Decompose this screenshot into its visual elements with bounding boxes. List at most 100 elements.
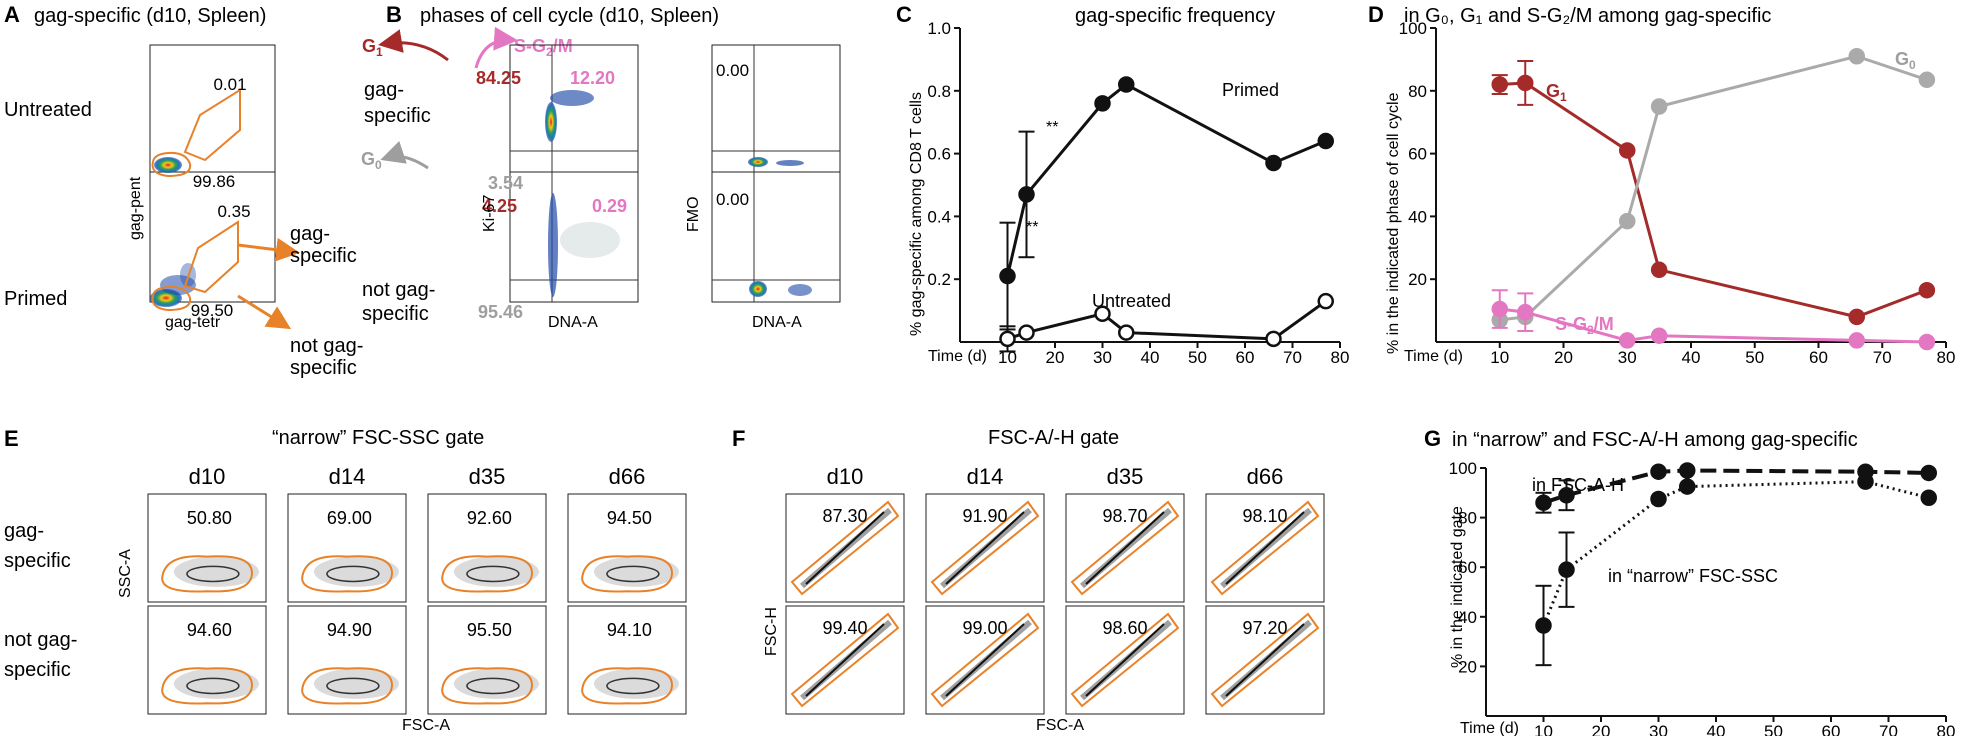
flow-plot-frame [287,493,407,603]
data-point [1848,48,1865,65]
data-point [1650,327,1668,344]
flow-plot-frame [147,493,267,603]
quadrant-value: 95.46 [478,302,523,322]
data-point [1679,462,1696,479]
axis-label-x: Time (d) [928,348,987,365]
row-label-specific: specific [4,659,71,681]
flow-plot-frame [427,605,547,715]
row-label-gag: gag- [364,79,404,101]
gate-value: 98.60 [1102,618,1147,638]
contour-core [326,565,380,583]
data-point [1491,76,1508,93]
label-specific: specific [290,245,357,267]
plot-a-primed-frame [149,171,276,303]
day-label: d10 [189,464,226,489]
axis-label-x: DNA-A [548,314,598,331]
panel-c: C gag-specific frequency % gag-specific … [896,2,1349,367]
gate-positive [183,88,241,162]
quadrant-value: 4.25 [482,196,517,216]
panel-d-title: in G₀, G₁ and S-G₂/M among gag-specific [1404,5,1771,27]
gate-fsc [930,612,1040,708]
gate-narrow [301,555,393,593]
flow-plot-frame [785,493,905,603]
data-point [1848,332,1865,349]
label-specific: specific [290,357,357,379]
day-label: d35 [1107,464,1144,489]
panel-c-letter: C [896,2,912,27]
panel-a-letter: A [4,2,20,27]
data-point [1317,292,1334,310]
y-tick-label: 100 [1399,19,1427,38]
axis-label-x: FSC-A [402,717,450,734]
x-tick-label: 20 [1046,348,1065,367]
panel-d: D in G₀, G₁ and S-G₂/M among gag-specifi… [1368,2,1955,367]
data-point [1619,332,1636,349]
data-point [1848,308,1865,326]
data-point [1650,490,1667,508]
panel-f-title: FSC-A/-H gate [988,427,1119,449]
plot-fmo-bottom-frame [711,171,841,303]
contour-core [606,565,660,583]
day-label: d66 [1247,464,1284,489]
diagonal-core [1225,623,1305,697]
x-tick-label: 30 [1093,348,1112,367]
gate-value: 0.35 [217,202,250,221]
gate-value: 99.00 [962,618,1007,638]
data-point [1491,300,1508,318]
diagonal-core [805,511,885,585]
arrow-g1 [378,29,449,62]
flow-plot-frame [785,605,905,715]
diagonal-core [1225,511,1305,585]
row-label-specific: specific [4,550,71,572]
series-label-narrow: in “narrow” FSC-SSC [1608,566,1778,586]
data-point [1650,463,1667,480]
data-point [1094,95,1111,112]
data-point [1558,487,1575,504]
panel-a: A gag-specific (d10, Spleen) Untreated P… [4,2,363,379]
data-point [1679,478,1696,495]
x-tick-label: 60 [1809,348,1828,367]
data-point [1558,561,1575,578]
data-point [1920,464,1937,482]
data-point [1918,71,1936,89]
x-tick-label: 40 [1682,348,1701,367]
contour-core [326,677,380,695]
axis-label-x: Time (d) [1460,720,1519,736]
data-point [1317,132,1334,150]
data-point [1650,98,1668,115]
gate-fsc [790,612,900,708]
plot-b-top-frame [509,44,639,173]
row-label-untreated: Untreated [4,99,92,121]
x-tick-label: 40 [1141,348,1160,367]
x-tick-label: 60 [1236,348,1255,367]
gate-value: 94.50 [607,508,652,528]
x-tick-label: 20 [1592,722,1611,736]
y-tick-label: 0.4 [927,207,951,226]
fmo-value: 0.00 [716,61,749,80]
gate-narrow [581,667,673,705]
label-g1: G1 [362,36,383,59]
gate-fsc [1210,500,1320,596]
axis-label-y: SSC-A [117,549,134,598]
panel-a-title: gag-specific (d10, Spleen) [34,5,266,27]
y-tick-label: 40 [1408,207,1427,226]
panel-e-letter: E [4,426,19,451]
gate-value: 98.10 [1242,506,1287,526]
data-point [1265,330,1282,348]
series-label-g0: G0 [1895,49,1916,72]
x-tick-label: 30 [1618,348,1637,367]
contour-core [186,677,240,695]
panel-b-title: phases of cell cycle (d10, Spleen) [420,5,719,27]
gate-value: 99.86 [193,172,236,191]
y-tick-label: 1.0 [927,19,951,38]
series-label-untreated: Untreated [1092,291,1171,311]
data-point [999,267,1016,285]
flow-plot-frame [147,605,267,715]
row-label-specific: specific [364,105,431,127]
panel-f: F FSC-A/-H gate FSC-H FSC-A d10 87.30 99.4… [732,426,1325,734]
row-label-gag: gag- [4,520,44,542]
y-tick-label: 0.2 [927,270,951,289]
panel-d-letter: D [1368,2,1384,27]
gate-fsc [930,500,1040,596]
y-tick-label: 80 [1458,509,1477,528]
